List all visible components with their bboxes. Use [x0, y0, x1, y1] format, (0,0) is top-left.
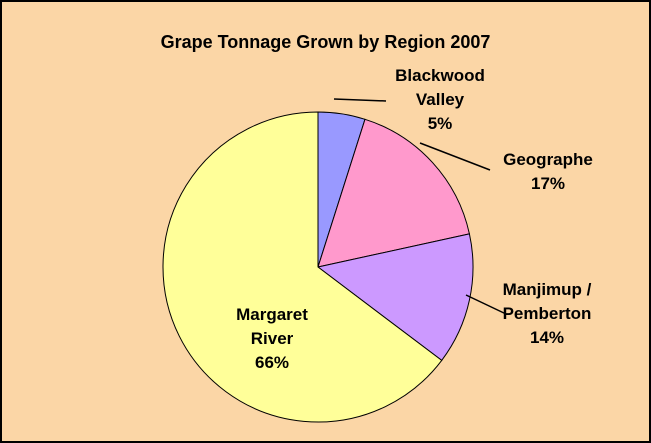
- slice-label: Blackwood Valley 5%: [385, 64, 495, 136]
- value-label: 17%: [530, 174, 566, 193]
- pie-slice: [162, 111, 443, 423]
- category-label: Blackwood Valley: [395, 66, 485, 109]
- category-label: Manjimup / Pemberton: [502, 280, 592, 323]
- pie-slice: [316, 233, 474, 362]
- chart-title: Grape Tonnage Grown by Region 2007: [160, 32, 491, 52]
- slice-label: Geographe 17%: [488, 148, 608, 196]
- leader-line: [419, 142, 491, 171]
- pie: [162, 111, 474, 423]
- slice-label: Margaret River 66%: [225, 303, 320, 375]
- category-label: Margaret River: [236, 305, 308, 348]
- leader-line: [465, 294, 507, 315]
- value-label: 66%: [254, 353, 290, 372]
- pie-slice: [317, 118, 471, 268]
- category-label: Geographe: [503, 150, 593, 169]
- slice-label: Manjimup / Pemberton 14%: [490, 278, 605, 350]
- value-label: 14%: [529, 328, 565, 347]
- value-label: 5%: [427, 114, 453, 133]
- leader-line: [333, 98, 387, 102]
